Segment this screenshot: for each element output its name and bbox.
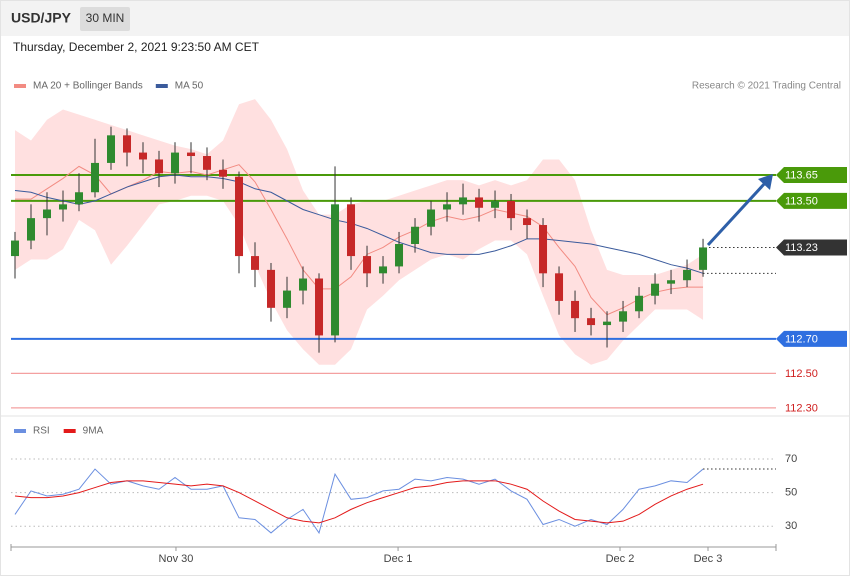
candle-body [363,256,372,274]
level-label: 112.70 [785,333,818,345]
candle-body [411,226,420,244]
y-tick-label: 50 [785,486,797,498]
candle-body [171,152,180,174]
level-label: 112.30 [785,402,818,414]
legend-swatch [14,429,26,433]
candle-body [539,225,548,274]
candle-body [571,300,580,319]
candle-body [587,318,596,326]
level-tag [776,192,847,209]
candle-body [331,204,340,336]
candle-body [139,152,148,160]
legend-label: MA 20 + Bollinger Bands [33,81,143,92]
legend-swatch [63,429,76,433]
candle-body [187,152,196,157]
candle-body [11,240,20,257]
legend-label: MA 50 [175,81,204,92]
level-tag [776,239,847,256]
candle-body [427,209,436,227]
candle-body [379,266,388,274]
y-tick-label: 70 [785,453,797,465]
forecast-arrow [706,180,768,247]
symbol: USD/JPY [11,10,72,26]
candle-body [491,200,500,208]
candle-body [651,283,660,296]
candle-body [155,159,164,174]
x-tick-label: Nov 30 [159,553,194,565]
indicator-line [14,480,704,524]
interval[interactable]: 30 MIN [86,11,125,25]
candle-body [683,269,692,281]
candle-body [475,197,484,208]
level-tag [776,167,847,183]
candle-body [123,135,132,153]
interval-badge[interactable] [80,7,130,31]
candle-body [555,273,564,301]
moving-average [14,174,704,274]
candle-body [283,290,292,308]
bollinger-band [15,99,704,365]
legend-label: 9MA [83,426,104,437]
level-label: 113.23 [785,242,818,254]
header-bar [1,1,849,36]
x-tick-label: Dec 3 [694,553,723,565]
candle-body [75,192,84,205]
candle-body [619,311,628,322]
candle-body [507,200,516,219]
legend-label: RSI [33,426,50,437]
candle-body [603,321,612,326]
x-tick-label: Dec 1 [384,553,413,565]
candle-body [59,204,68,210]
candle-body [523,218,532,226]
forecast-arrowhead [758,174,773,190]
candle-body [315,278,324,336]
candle-body [699,247,708,270]
candle-body [43,209,52,219]
candle-body [635,295,644,312]
x-tick-label: Dec 2 [606,553,635,565]
candle-body [667,280,676,284]
candle-body [267,269,276,308]
legend-swatch [14,84,26,88]
candle-body [27,218,36,241]
candle-body [107,135,116,163]
rsi-panel: 70 50 30 Nov 30 Dec 1 Dec 2 Dec 3 [10,453,797,565]
level-label: 113.50 [785,195,818,207]
y-tick-label: 30 [785,520,797,532]
candle-body [443,204,452,210]
candle-body [347,204,356,257]
legend-swatch [155,84,168,88]
level-label: 112.50 [785,368,818,380]
candle-body [395,244,404,267]
candle-body [299,278,308,291]
level-tag [776,330,847,347]
candle-body [235,176,244,257]
candle-body [91,162,100,193]
level-label: 113.65 [785,169,818,181]
credit: Research © 2021 Trading Central [692,81,841,92]
candle-body [203,156,212,170]
candle-body [251,256,260,270]
price-panel: 113.65 113.50 113.23 112.70 112.50 112.30 [11,99,847,414]
candle-body [459,197,468,205]
candle-body [219,169,228,177]
timestamp: Thursday, December 2, 2021 9:23:50 AM CE… [13,40,260,54]
